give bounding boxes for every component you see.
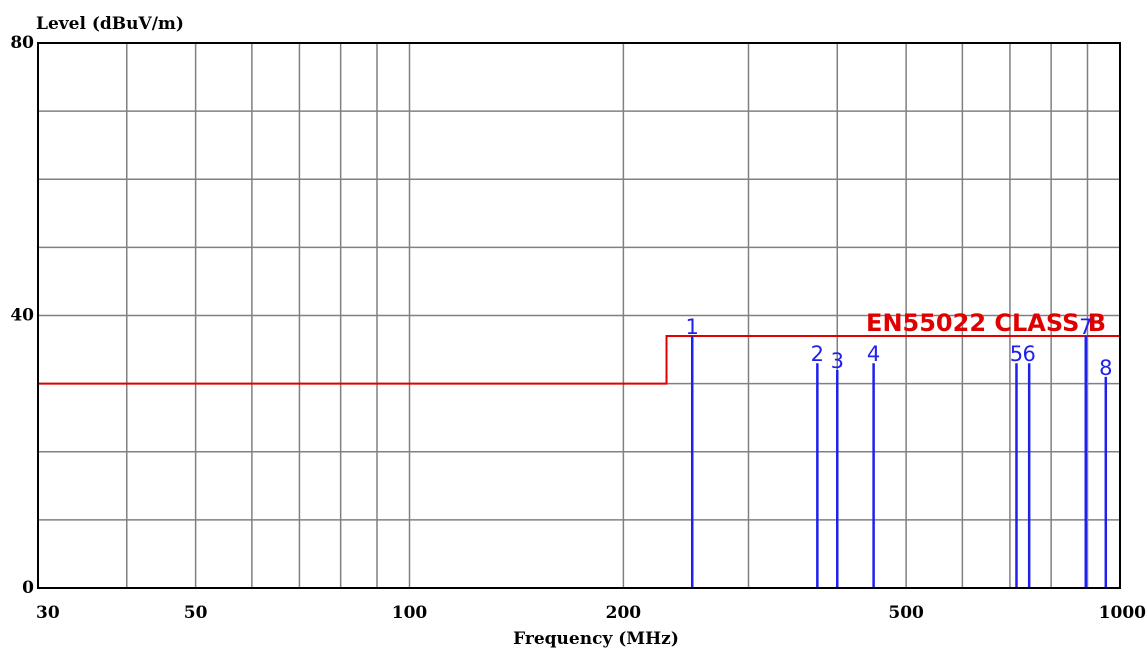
limit-line-group: EN55022 CLASS B <box>38 309 1120 385</box>
x-tick-label: 200 <box>606 603 642 623</box>
marker-label: 3 <box>831 349 844 373</box>
plot-frame <box>37 42 1121 589</box>
x-tick-label: 100 <box>392 603 428 623</box>
marker-label: 8 <box>1099 356 1112 380</box>
x-tick-label: 1000 <box>1099 603 1146 623</box>
x-axis-label: Frequency (MHz) <box>513 629 679 649</box>
y-tick-label: 80 <box>10 33 34 53</box>
marker-label: 6 <box>1022 342 1035 366</box>
tick-labels: 30 50 100 200 500 1000 0 40 80 <box>10 33 1146 623</box>
x-tick-label: 50 <box>184 603 208 623</box>
limit-line-label: EN55022 CLASS B <box>866 309 1106 337</box>
limit-line <box>38 334 1120 385</box>
y-tick-label: 40 <box>10 306 34 326</box>
y-axis-label: Level (dBuV/m) <box>36 14 184 34</box>
x-tick-label: 30 <box>36 603 60 623</box>
marker-group: 1 2 3 4 5 6 78 <box>686 315 1112 588</box>
y-tick-label: 0 <box>22 578 34 598</box>
marker-label: 5 <box>1010 342 1023 366</box>
marker-label: 1 <box>686 315 699 339</box>
x-tick-label: 500 <box>888 603 924 623</box>
marker-label: 4 <box>867 342 880 366</box>
marker-label: 2 <box>811 342 824 366</box>
marker-label: 7 <box>1079 315 1092 339</box>
